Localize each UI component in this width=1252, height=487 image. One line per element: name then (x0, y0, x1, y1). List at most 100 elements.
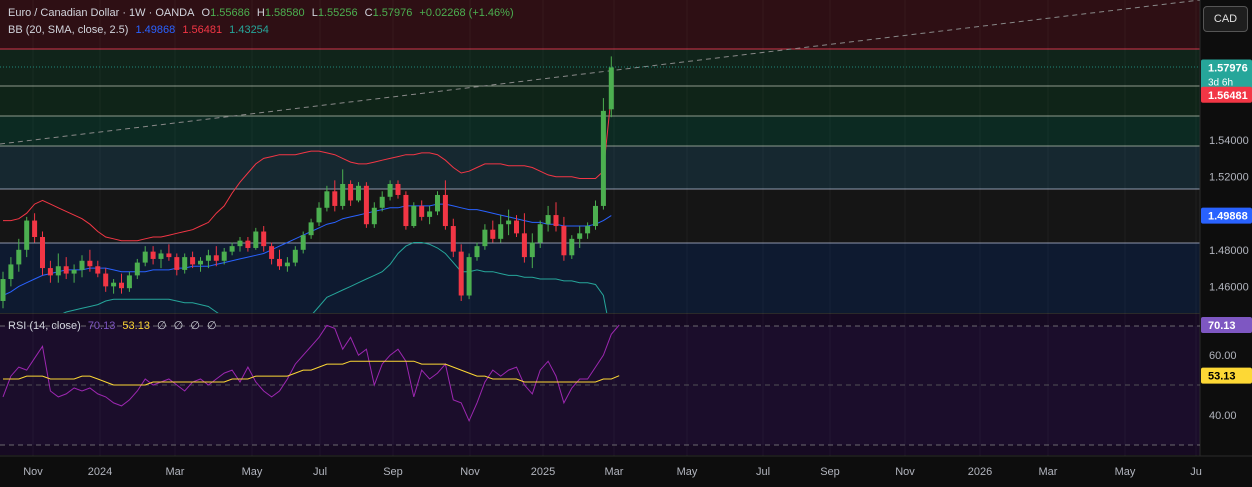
candle[interactable] (458, 244, 464, 301)
candle[interactable] (379, 191, 385, 212)
candle[interactable] (498, 215, 504, 243)
candle[interactable] (427, 205, 433, 225)
candle[interactable] (229, 242, 235, 256)
candle[interactable] (47, 260, 53, 283)
candle[interactable] (371, 202, 377, 228)
candle[interactable] (269, 242, 275, 265)
candle[interactable] (24, 216, 30, 258)
candle[interactable] (111, 279, 117, 294)
candle[interactable] (403, 191, 409, 230)
candle[interactable] (340, 169, 346, 210)
candle[interactable] (119, 273, 124, 294)
candle[interactable] (213, 246, 219, 267)
candle[interactable] (561, 216, 567, 261)
candle-body (119, 282, 124, 289)
candle[interactable] (174, 253, 180, 276)
candle[interactable] (466, 253, 472, 300)
currency-button[interactable]: CAD (1203, 6, 1248, 32)
candle[interactable] (32, 213, 38, 243)
candle-body (174, 257, 180, 270)
bb-label[interactable]: BB (20, SMA, close, 2.5) (8, 24, 129, 36)
candle[interactable] (126, 271, 132, 292)
candle[interactable] (40, 231, 45, 276)
candle[interactable] (245, 237, 251, 252)
candle[interactable] (387, 180, 393, 201)
candle[interactable] (577, 226, 583, 248)
candle[interactable] (514, 215, 519, 238)
candle[interactable] (8, 257, 14, 287)
candle[interactable] (474, 242, 480, 261)
candle[interactable] (490, 220, 496, 243)
candle[interactable] (277, 249, 282, 270)
candle[interactable] (261, 226, 267, 252)
candle[interactable] (205, 249, 211, 269)
candle-body (221, 251, 227, 261)
candle[interactable] (16, 238, 22, 272)
candle[interactable] (253, 227, 259, 250)
candle[interactable] (316, 202, 322, 227)
candle[interactable] (553, 202, 559, 232)
candle-body (466, 257, 472, 296)
candle[interactable] (521, 213, 527, 263)
candle[interactable] (166, 244, 172, 261)
candle[interactable] (150, 246, 156, 265)
candlestick-series[interactable] (0, 56, 614, 309)
price-tick-label: 1.54000 (1209, 135, 1249, 147)
candle[interactable] (190, 251, 196, 269)
symbol-title[interactable]: Euro / Canadian Dollar · 1W · OANDA (8, 7, 195, 19)
candle[interactable] (363, 182, 369, 228)
candle[interactable] (0, 271, 6, 309)
candle[interactable] (237, 237, 243, 252)
badge-background (1201, 86, 1252, 103)
candle[interactable] (324, 185, 330, 212)
candle[interactable] (506, 209, 512, 236)
candle[interactable] (71, 264, 77, 283)
trend-line[interactable] (0, 0, 1201, 145)
candle[interactable] (356, 182, 361, 203)
candle[interactable] (482, 224, 488, 250)
time-tick-label: Nov (460, 466, 480, 478)
candle[interactable] (600, 98, 606, 210)
candle[interactable] (450, 218, 456, 258)
candle[interactable] (442, 180, 448, 230)
rsi-ma-line (3, 360, 620, 386)
candle[interactable] (395, 180, 401, 199)
candle[interactable] (537, 220, 543, 248)
candle[interactable] (95, 260, 101, 278)
candle[interactable] (103, 268, 109, 292)
candle[interactable] (87, 249, 93, 272)
candle[interactable] (348, 180, 354, 206)
candle[interactable] (134, 258, 140, 280)
candle[interactable] (79, 255, 85, 278)
candle[interactable] (569, 235, 575, 259)
candle[interactable] (221, 247, 227, 265)
rsi-label[interactable]: RSI (14, close) (8, 320, 81, 332)
price-label-badge: 1.57976 3d 6h (1201, 59, 1252, 90)
bb-lower-value: 1.43254 (229, 24, 269, 36)
candle[interactable] (284, 257, 290, 272)
candle[interactable] (142, 246, 148, 267)
badge-background (1201, 367, 1252, 384)
candle[interactable] (545, 205, 551, 232)
candle[interactable] (593, 200, 598, 230)
candle[interactable] (419, 200, 425, 221)
candle[interactable] (198, 257, 203, 272)
candle[interactable] (55, 253, 61, 283)
candle[interactable] (158, 249, 164, 269)
candle-body (363, 185, 369, 225)
candle[interactable] (608, 56, 614, 118)
candle-body (506, 220, 512, 225)
bb-lower-line (62, 242, 608, 313)
candle[interactable] (182, 253, 188, 274)
candle[interactable] (585, 222, 591, 239)
candle[interactable] (292, 246, 298, 267)
candle[interactable] (411, 202, 417, 228)
candle[interactable] (63, 257, 69, 280)
candle[interactable] (529, 233, 535, 269)
candle[interactable] (308, 218, 314, 239)
zone-green-1 (0, 49, 1200, 86)
candle[interactable] (300, 231, 306, 254)
candle[interactable] (332, 180, 338, 212)
candle[interactable] (435, 191, 440, 216)
